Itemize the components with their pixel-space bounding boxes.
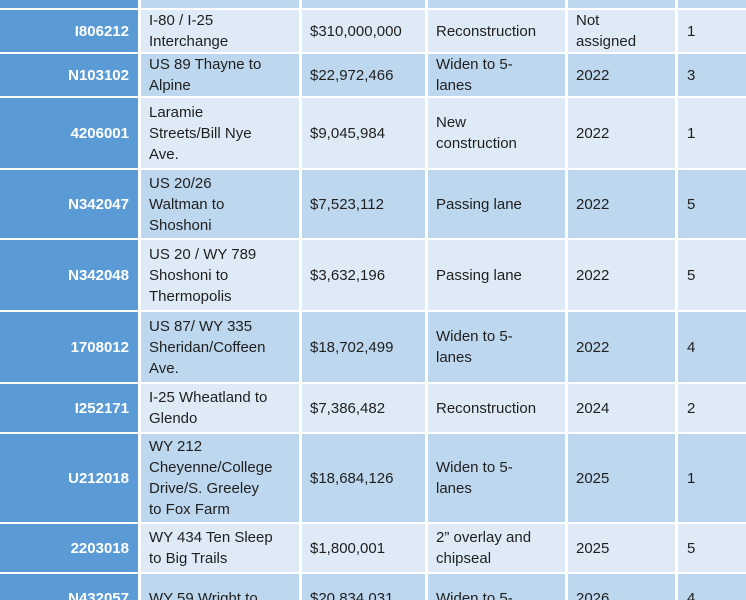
table-row: N432057 WY 59 Wright to $20,834,031 Widen t… [0, 574, 746, 600]
table-row: N342048 US 20 / WY 789 Shoshoni to Thermo… [0, 240, 746, 310]
district-cell: 4 [678, 312, 746, 382]
year-cell: 2024 [568, 384, 675, 432]
work-type-cell: 2” overlay and chipseal [428, 524, 565, 572]
cost-cell: $20,834,031 [302, 574, 425, 600]
table-row: 1708012 US 87/ WY 335 Sheridan/Coffeen Av… [0, 312, 746, 382]
year-cell: 2022 [568, 98, 675, 168]
table-row: I806212 I-80 / I-25 Interchange $310,000,0… [0, 10, 746, 52]
project-description-cell: Laramie Streets/Bill Nye Ave. [141, 98, 299, 168]
table-row: I252171 I-25 Wheatland to Glendo $7,386,48… [0, 384, 746, 432]
work-type-cell: Passing lane [428, 240, 565, 310]
work-type-cell: Widen to 5- lanes [428, 54, 565, 96]
district-cell: 5 [678, 240, 746, 310]
project-id-cell: I252171 [0, 384, 138, 432]
cost-cell: $3,632,196 [302, 240, 425, 310]
project-id-cell: 4206001 [0, 98, 138, 168]
project-description-cell: WY 59 Wright to [141, 574, 299, 600]
cost-cell: $7,386,482 [302, 384, 425, 432]
year-cell [568, 0, 675, 8]
table-row: N342047 US 20/26 Waltman to Shoshoni $7,52… [0, 170, 746, 238]
cost-cell: $18,702,499 [302, 312, 425, 382]
year-cell: 2025 [568, 524, 675, 572]
project-id-cell: U212018 [0, 434, 138, 522]
table-row: U212018 WY 212 Cheyenne/College Drive/S. … [0, 434, 746, 522]
project-description-cell: US 20/26 Waltman to Shoshoni [141, 170, 299, 238]
work-type-cell: Widen to 5- lanes [428, 312, 565, 382]
district-cell [678, 0, 746, 8]
year-cell: 2022 [568, 54, 675, 96]
project-description-cell: US 87/ WY 335 Sheridan/Coffeen Ave. [141, 312, 299, 382]
work-type-cell [428, 0, 565, 8]
cost-cell [302, 0, 425, 8]
work-type-cell: Widen to 5- [428, 574, 565, 600]
project-description-cell: WY 212 Cheyenne/College Drive/S. Greeley… [141, 434, 299, 522]
district-cell: 1 [678, 10, 746, 52]
project-id-cell: 2203018 [0, 524, 138, 572]
work-type-cell: Reconstruction [428, 384, 565, 432]
project-id-cell: N342047 [0, 170, 138, 238]
cost-cell: $7,523,112 [302, 170, 425, 238]
table-row [0, 0, 746, 8]
project-id-cell: N342048 [0, 240, 138, 310]
district-cell: 2 [678, 384, 746, 432]
district-cell: 1 [678, 98, 746, 168]
project-description-cell: US 20 / WY 789 Shoshoni to Thermopolis [141, 240, 299, 310]
year-cell: 2022 [568, 170, 675, 238]
project-description-cell [141, 0, 299, 8]
project-description-cell: US 89 Thayne to Alpine [141, 54, 299, 96]
year-cell: 2026 [568, 574, 675, 600]
table-row: 4206001 Laramie Streets/Bill Nye Ave. $9,0… [0, 98, 746, 168]
year-cell: 2025 [568, 434, 675, 522]
work-type-cell: Reconstruction [428, 10, 565, 52]
year-cell: 2022 [568, 240, 675, 310]
project-description-cell: WY 434 Ten Sleep to Big Trails [141, 524, 299, 572]
district-cell: 3 [678, 54, 746, 96]
project-description-cell: I-80 / I-25 Interchange [141, 10, 299, 52]
district-cell: 5 [678, 524, 746, 572]
project-description-cell: I-25 Wheatland to Glendo [141, 384, 299, 432]
district-cell: 4 [678, 574, 746, 600]
year-cell: 2022 [568, 312, 675, 382]
work-type-cell: Widen to 5- lanes [428, 434, 565, 522]
work-type-cell: New construction [428, 98, 565, 168]
project-id-cell [0, 0, 138, 8]
project-id-cell: 1708012 [0, 312, 138, 382]
cost-cell: $18,684,126 [302, 434, 425, 522]
project-id-cell: N103102 [0, 54, 138, 96]
district-cell: 1 [678, 434, 746, 522]
work-type-cell: Passing lane [428, 170, 565, 238]
project-id-cell: I806212 [0, 10, 138, 52]
project-id-cell: N432057 [0, 574, 138, 600]
year-cell: Not assigned [568, 10, 675, 52]
cost-cell: $9,045,984 [302, 98, 425, 168]
table-row: 2203018 WY 434 Ten Sleep to Big Trails $1,… [0, 524, 746, 572]
table-row: N103102 US 89 Thayne to Alpine $22,972,466… [0, 54, 746, 96]
cost-cell: $1,800,001 [302, 524, 425, 572]
cost-cell: $310,000,000 [302, 10, 425, 52]
cost-cell: $22,972,466 [302, 54, 425, 96]
district-cell: 5 [678, 170, 746, 238]
